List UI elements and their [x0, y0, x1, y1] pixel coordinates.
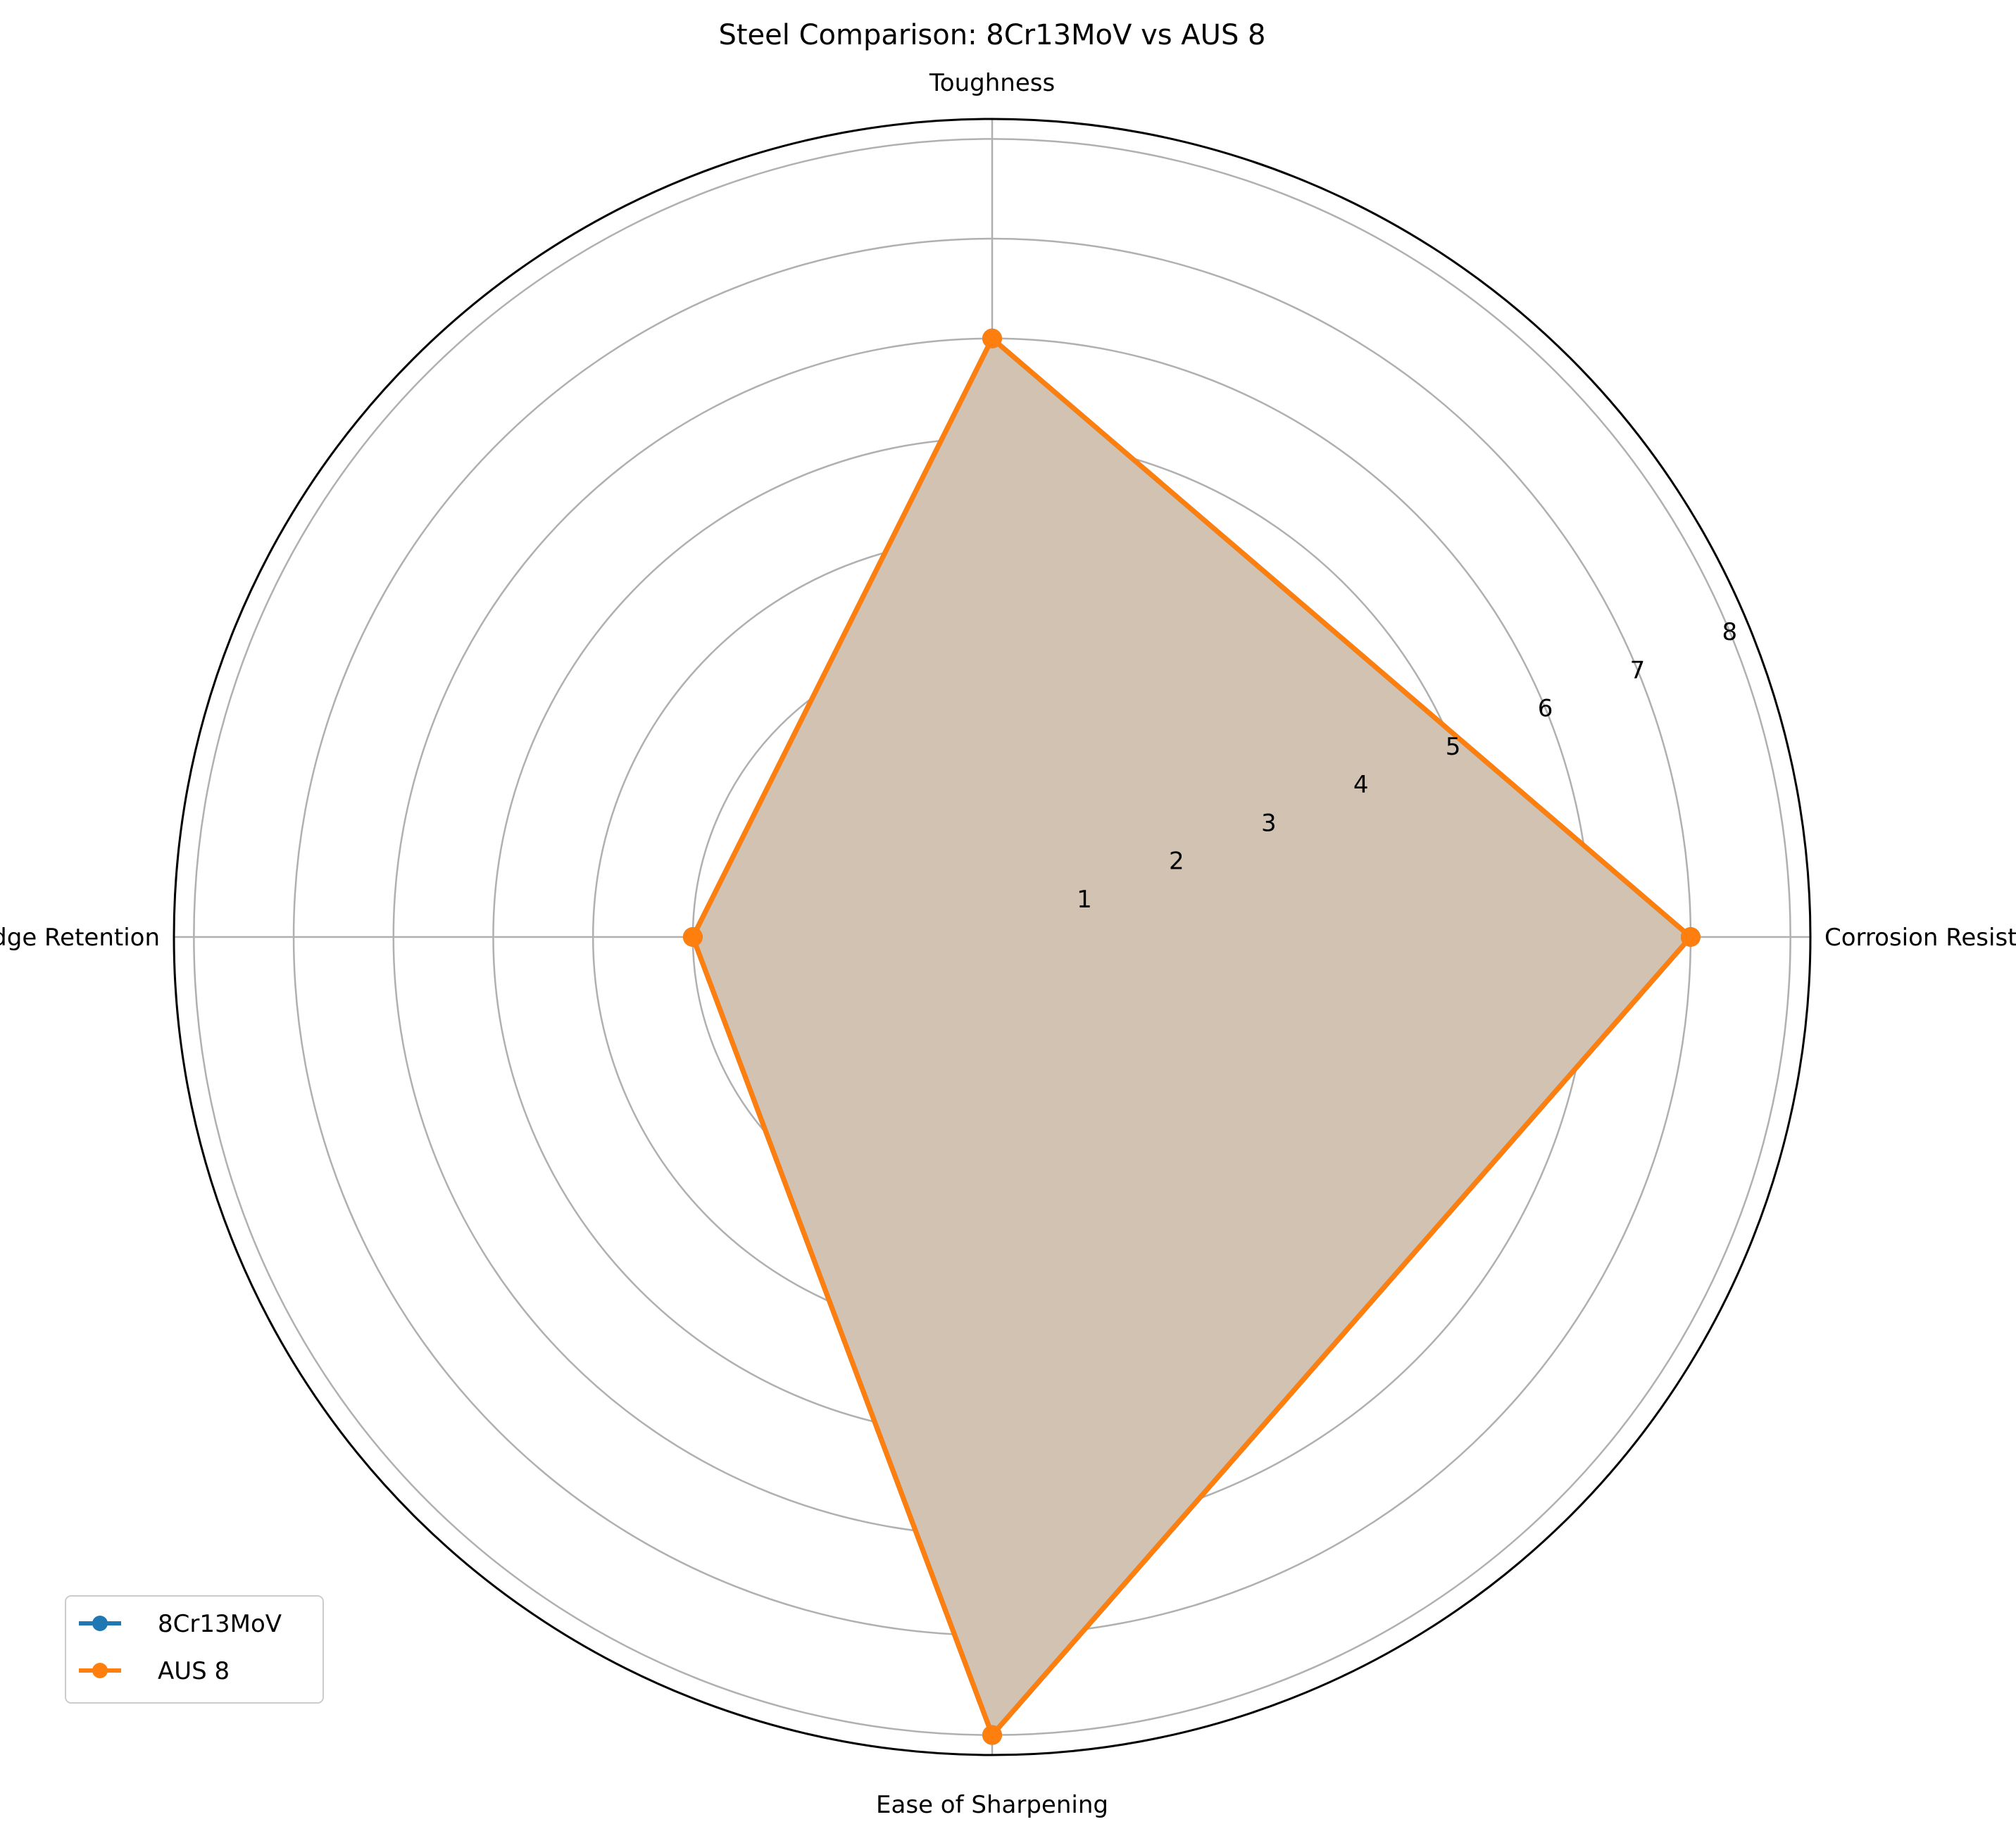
radial-tick-label: 4: [1353, 771, 1369, 799]
legend-label-8cr13mov: 8Cr13MoV: [158, 1610, 282, 1638]
axis-labels: 1 2 3 4 5 6 7 8 Corrosion Resistance Toughness Edg…: [0, 69, 2016, 1819]
legend-label-aus8: AUS 8: [158, 1657, 230, 1685]
data-point-aus-8-ease-of-sharpening: [982, 1725, 1002, 1745]
legend: 8Cr13MoV AUS 8: [65, 1595, 324, 1704]
category-label-toughness: Toughness: [929, 69, 1055, 97]
category-label-edge-retention: Edge Retention: [0, 924, 160, 952]
radial-tick-label: 5: [1446, 733, 1461, 761]
radial-tick-label: 3: [1261, 809, 1277, 837]
data-point-aus-8-edge-retention: [682, 927, 703, 947]
radial-tick-label: 8: [1722, 618, 1738, 646]
radial-tick-label: 6: [1538, 695, 1553, 723]
legend-marker-8cr13mov: [92, 1616, 108, 1631]
series-area: [692, 338, 1691, 1735]
legend-frame: [65, 1595, 324, 1704]
data-point-aus-8-corrosion-resistance: [1680, 927, 1701, 947]
data-point-aus-8-toughness: [982, 328, 1002, 348]
radial-tick-label: 2: [1169, 848, 1184, 876]
outer-frame: [173, 118, 1812, 1756]
legend-marker-aus8: [92, 1663, 108, 1678]
chart-title: Steel Comparison: 8Cr13MoV vs AUS 8: [718, 19, 1265, 51]
series-lines: [682, 328, 1701, 1745]
category-label-corrosion-resistance: Corrosion Resistance: [1824, 924, 2016, 952]
radial-tick-label: 7: [1630, 656, 1646, 684]
category-label-ease-of-sharpening: Ease of Sharpening: [876, 1791, 1108, 1819]
radial-tick-label: 1: [1077, 886, 1092, 914]
series-fill: [692, 338, 1691, 1735]
